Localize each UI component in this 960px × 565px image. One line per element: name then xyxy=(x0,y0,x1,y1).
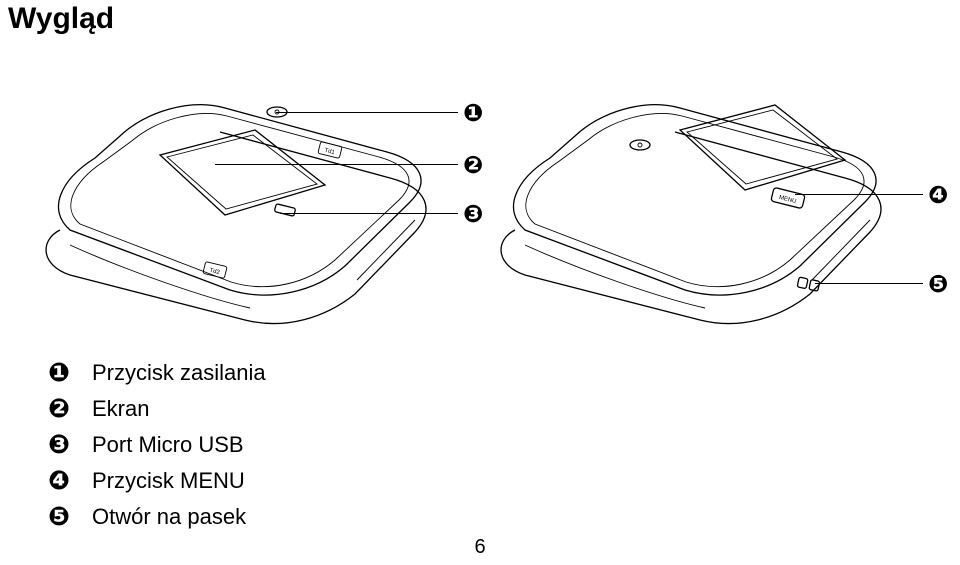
legend-list: ❶ Przycisk zasilania ❷ Ekran ❸ Port Micr… xyxy=(48,358,266,538)
legend-label: Przycisk zasilania xyxy=(92,360,266,386)
device-diagram: Td1 Td2 xyxy=(25,40,940,335)
legend-label: Przycisk MENU xyxy=(92,468,245,494)
callout-4: ❹ xyxy=(928,183,948,207)
leader-line xyxy=(276,112,458,113)
callout-1: ❶ xyxy=(463,101,483,125)
legend-item: ❷ Ekran xyxy=(48,394,266,424)
callout-5: ❺ xyxy=(928,272,948,296)
legend-item: ❸ Port Micro USB xyxy=(48,430,266,460)
page-title: Wygląd xyxy=(8,2,114,36)
leader-line xyxy=(215,164,458,165)
leader-line xyxy=(280,213,458,214)
callout-2: ❷ xyxy=(463,153,483,177)
legend-num: ❸ xyxy=(48,430,92,460)
legend-item: ❶ Przycisk zasilania xyxy=(48,358,266,388)
callout-3: ❸ xyxy=(463,202,483,226)
legend-item: ❺ Otwór na pasek xyxy=(48,502,266,532)
legend-num: ❶ xyxy=(48,358,92,388)
legend-label: Ekran xyxy=(92,396,149,422)
leader-line xyxy=(815,283,923,284)
legend-label: Port Micro USB xyxy=(92,432,244,458)
legend-num: ❷ xyxy=(48,394,92,424)
page-number: 6 xyxy=(0,536,960,559)
leader-line xyxy=(795,194,923,195)
legend-num: ❹ xyxy=(48,466,92,496)
device-right-svg: MENU xyxy=(480,40,910,330)
legend-num: ❺ xyxy=(48,502,92,532)
device-left-svg: Td1 Td2 xyxy=(25,40,445,330)
legend-item: ❹ Przycisk MENU xyxy=(48,466,266,496)
legend-label: Otwór na pasek xyxy=(92,504,246,530)
